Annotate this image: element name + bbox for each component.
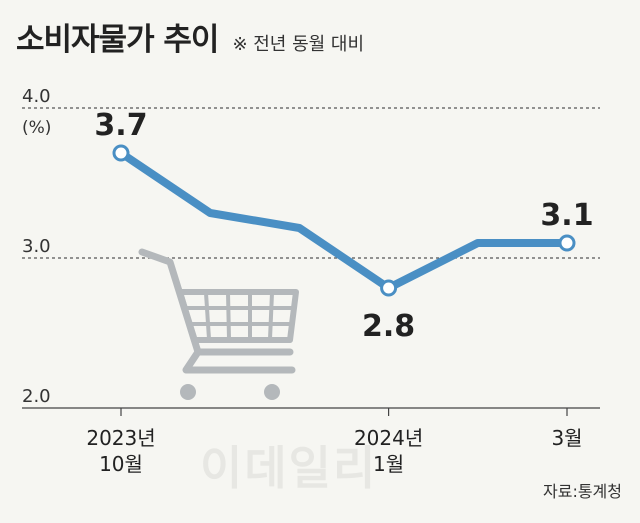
y-tick-label: 4.0 bbox=[22, 86, 51, 107]
source-label: 자료:통계청 bbox=[543, 482, 622, 501]
x-tick-label: 2024년 1월 bbox=[354, 426, 423, 476]
watermark: 이데일리 bbox=[200, 441, 378, 495]
x-tick-label-line: 2024년 bbox=[354, 426, 423, 450]
x-tick-label-line: 2023년 bbox=[86, 426, 155, 450]
data-point bbox=[112, 144, 130, 162]
shopping-cart-icon bbox=[138, 248, 299, 400]
y-axis-unit-label: (%) bbox=[22, 118, 52, 138]
series-layer bbox=[112, 144, 576, 297]
x-tick-label: 3월 bbox=[551, 426, 582, 450]
x-tick-label-line: 10월 bbox=[99, 452, 143, 476]
label-layer: 3.7 2.8 3.1 bbox=[94, 108, 593, 344]
x-tick-label-line: 1월 bbox=[373, 452, 404, 476]
y-tick-label: 2.0 bbox=[22, 386, 51, 407]
data-point bbox=[558, 234, 576, 252]
data-label: 2.8 bbox=[362, 309, 415, 344]
chart-header: 소비자물가 추이 ※ 전년 동월 대비 bbox=[16, 14, 364, 59]
y-tick-label: 3.0 bbox=[22, 236, 51, 257]
grid-layer bbox=[22, 107, 600, 259]
data-label: 3.1 bbox=[540, 198, 593, 233]
chart-subtitle: ※ 전년 동월 대비 bbox=[232, 34, 365, 55]
data-point bbox=[380, 279, 398, 297]
x-tick-label: 2023년 10월 bbox=[86, 426, 155, 476]
series-line bbox=[117, 149, 571, 292]
axis-layer: 4.0 3.0 2.0 2023년 10월 2024년 1월 3월 bbox=[22, 86, 600, 476]
chart-title: 소비자물가 추이 bbox=[16, 22, 219, 58]
data-label: 3.7 bbox=[94, 108, 147, 143]
x-tick-label-line: 3월 bbox=[551, 426, 582, 450]
